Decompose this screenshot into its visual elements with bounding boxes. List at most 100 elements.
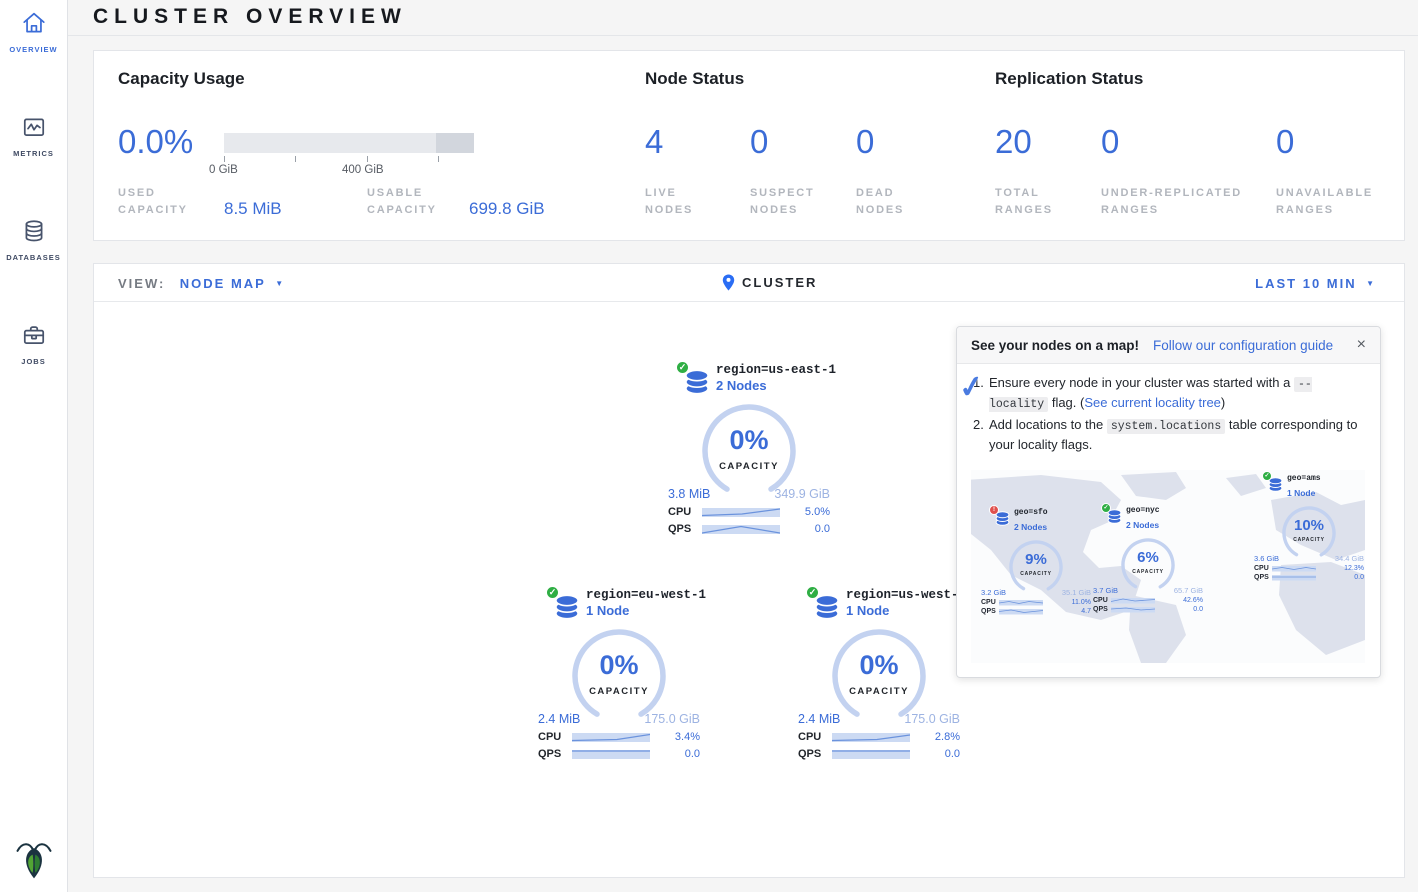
preview-node-nyc: ✓ geo=nyc 2 Nodes 6% CAPACITY 3.7 GiB 65…: [1093, 502, 1203, 613]
cpu-label: CPU: [668, 506, 692, 518]
capacity-tick: [295, 156, 296, 162]
cpu-sparkline: [572, 733, 650, 742]
setup-step-1: 1. Ensure every node in your cluster was…: [973, 374, 1366, 413]
cpu-label: CPU: [1254, 564, 1269, 572]
cpu-sparkline: [999, 599, 1043, 606]
locality-node-us-west-1[interactable]: ✓ region=us-west-1 1 Node 0% CAPACITY 2.…: [794, 585, 966, 760]
capacity-percent: 0%: [859, 650, 899, 680]
cpu-value: 5.0%: [804, 506, 830, 518]
preview-node-ams: ✓ geo=ams 1 Node 10% CAPACITY 3.6 GiB 34…: [1254, 470, 1364, 581]
sidebar-item-label: OVERVIEW: [9, 45, 58, 54]
sidebar-item-label: DATABASES: [6, 253, 61, 262]
capacity-percent: 10%: [1293, 516, 1325, 534]
qps-sparkline: [832, 750, 910, 759]
cpu-sparkline: [832, 733, 910, 742]
capacity-tick-label: 400 GiB: [342, 164, 384, 176]
time-range-selector[interactable]: LAST 10 MIN: [1255, 276, 1357, 291]
configuration-guide-link[interactable]: Follow our configuration guide: [1153, 337, 1334, 353]
page-title: CLUSTER OVERVIEW: [93, 5, 407, 28]
sidebar-item-overview[interactable]: OVERVIEW: [0, 0, 67, 60]
unavailable-ranges-value: 0: [1276, 123, 1295, 160]
database-icon: [25, 220, 42, 242]
cpu-label: CPU: [798, 731, 822, 743]
capacity-caption: CAPACITY: [589, 686, 649, 697]
view-label: VIEW:: [118, 276, 166, 291]
locality-node-eu-west-1[interactable]: ✓ region=eu-west-1 1 Node 0% CAPACITY 2.…: [534, 585, 706, 760]
step-done-check-icon: ✓: [956, 369, 987, 406]
node-map-panel: VIEW: NODE MAP ▼ CLUSTER LAST 10 MIN ▼: [93, 263, 1405, 878]
nodes-count-link[interactable]: 1 Node: [586, 603, 630, 618]
qps-sparkline: [702, 525, 780, 534]
cpu-sparkline: [702, 508, 780, 517]
qps-label: QPS: [668, 523, 692, 535]
preview-node-sfo: ! geo=sfo 2 Nodes 9% CAPACITY 3.2 GiB 35…: [981, 504, 1091, 615]
unavailable-ranges-label: UNAVAILABLE RANGES: [1276, 187, 1373, 217]
used-capacity-value: 8.5 MiB: [224, 199, 282, 218]
region-label: geo=ams: [1287, 473, 1321, 483]
setup-step-2: 2. Add locations to the system.locations…: [973, 416, 1366, 455]
cpu-value: 3.4%: [674, 731, 700, 743]
map-pin-icon: [722, 274, 735, 291]
cpu-value: 12.3%: [1344, 564, 1364, 572]
capacity-total: 65.7 GiB: [1173, 585, 1203, 595]
replication-status-title: Replication Status: [995, 69, 1144, 88]
sidebar-item-label: JOBS: [21, 357, 46, 366]
qps-label: QPS: [1093, 605, 1108, 613]
capacity-total: 175.0 GiB: [904, 712, 960, 726]
suspect-nodes-value: 0: [750, 123, 769, 160]
capacity-caption: CAPACITY: [719, 461, 779, 472]
capacity-caption: CAPACITY: [849, 686, 909, 697]
capacity-used-percent: 0.0%: [118, 123, 194, 160]
capacity-tick: [224, 156, 225, 162]
live-nodes-label: LIVE NODES: [645, 187, 694, 217]
nodes-count-link[interactable]: 2 Nodes: [716, 378, 767, 393]
cpu-sparkline: [1272, 565, 1316, 572]
qps-label: QPS: [1254, 573, 1269, 581]
sidebar-item-metrics[interactable]: METRICS: [0, 104, 67, 164]
capacity-gauge: 0% CAPACITY: [571, 628, 667, 724]
capacity-used: 3.2 GiB: [981, 587, 1007, 597]
home-icon: [22, 12, 45, 33]
suspect-nodes-label: SUSPECT NODES: [750, 187, 815, 217]
capacity-gauge: 0% CAPACITY: [701, 403, 797, 499]
qps-label: QPS: [981, 607, 996, 615]
node-stack-icon: [995, 511, 1010, 526]
capacity-caption: CAPACITY: [1293, 536, 1325, 543]
sidebar-item-jobs[interactable]: JOBS: [0, 312, 67, 372]
chevron-down-icon[interactable]: ▼: [275, 279, 284, 288]
locality-tree-link[interactable]: See current locality tree: [1084, 394, 1221, 410]
live-nodes-value: 4: [645, 123, 664, 160]
qps-label: QPS: [538, 748, 562, 760]
capacity-bar-nonusable-segment: [436, 133, 474, 153]
chevron-down-icon[interactable]: ▼: [1366, 279, 1374, 288]
cpu-value: 42.6%: [1183, 596, 1203, 604]
cpu-value: 11.0%: [1071, 598, 1091, 606]
view-bar: VIEW: NODE MAP ▼ CLUSTER LAST 10 MIN ▼: [94, 264, 1404, 302]
close-icon[interactable]: ×: [1356, 336, 1366, 353]
capacity-percent: 0%: [729, 425, 769, 455]
qps-value: 0.0: [684, 748, 700, 760]
region-label: geo=sfo: [1014, 507, 1048, 517]
code-snippet: system.locations: [1106, 419, 1226, 435]
locality-node-us-east-1[interactable]: ✓ region=us-east-1 2 Nodes 0% CAPACITY 3…: [664, 360, 836, 535]
capacity-total: 35.1 GiB: [1061, 587, 1091, 597]
qps-value: 0.0: [814, 523, 830, 535]
status-ok-badge: ✓: [545, 585, 560, 600]
capacity-percent: 0%: [599, 650, 639, 680]
dead-nodes-label: DEAD NODES: [856, 187, 905, 217]
region-label: geo=nyc: [1126, 505, 1160, 515]
under-replicated-ranges-label: UNDER-REPLICATED RANGES: [1101, 187, 1243, 217]
capacity-caption: CAPACITY: [1020, 570, 1052, 577]
capacity-caption: CAPACITY: [1132, 568, 1164, 575]
nodes-count-link[interactable]: 1 Node: [846, 603, 890, 618]
nodes-count-link: 2 Nodes: [1014, 521, 1048, 532]
qps-value: 0.0: [1193, 605, 1203, 613]
view-selector[interactable]: NODE MAP: [179, 276, 266, 291]
capacity-tick-label: 0 GiB: [209, 164, 238, 176]
capacity-total: 349.9 GiB: [774, 487, 830, 501]
qps-value: 0.0: [944, 748, 960, 760]
qps-value: 0.0: [1354, 573, 1364, 581]
capacity-used: 2.4 MiB: [798, 712, 841, 726]
breadcrumb[interactable]: CLUSTER: [742, 275, 818, 290]
sidebar-item-databases[interactable]: DATABASES: [0, 208, 67, 268]
